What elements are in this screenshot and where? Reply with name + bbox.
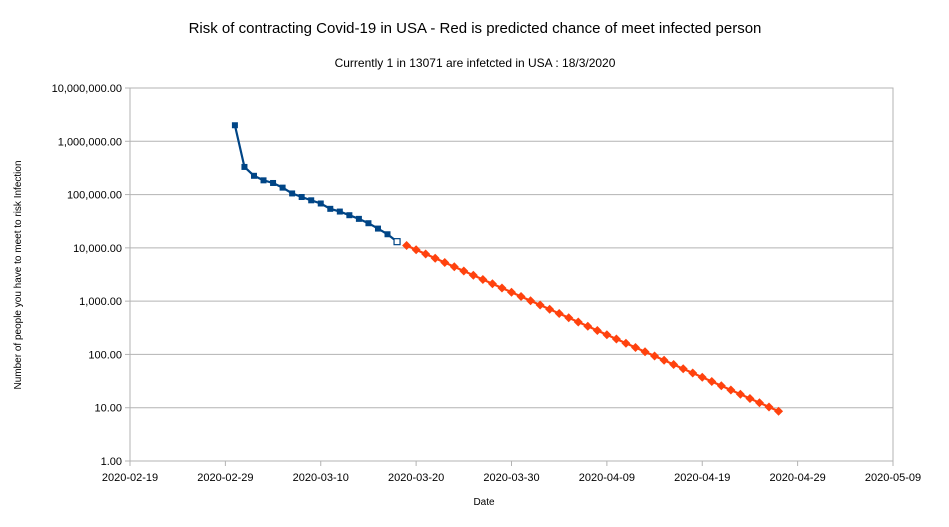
series-observed-point [241,163,248,170]
series-predicted-point [564,313,574,323]
series-predicted-point [735,389,745,399]
series-group [231,122,784,416]
y-axis-ticks: 1.00 10.00 100.00 1,000.00 10,000.00 100,000.… [52,83,130,468]
series-observed-point [327,205,334,212]
series-predicted-point [726,385,736,395]
series-predicted-point [468,270,478,280]
series-predicted-point [678,364,688,374]
series-observed-point [298,194,305,201]
plot-area [129,87,894,462]
y-tick-label: 10.00 [94,403,122,415]
series-predicted-point [554,308,564,318]
series-predicted-point [526,296,536,306]
y-tick-label: 10,000,000.00 [52,83,122,95]
series-observed-point [289,190,296,197]
series-observed-point [355,215,362,222]
series-predicted-point [669,359,679,369]
series-predicted-point [764,402,774,412]
series-predicted-point [411,245,421,255]
series-predicted-point [440,257,450,267]
x-tick-label: 2020-02-29 [197,472,253,484]
series-observed-point [250,172,257,179]
chart-title: Risk of contracting Covid-19 in USA - Re… [189,20,762,37]
series-predicted-point [621,338,631,348]
y-tick-label: 1.00 [101,456,122,468]
x-tick-label: 2020-04-09 [579,472,635,484]
series-predicted-point [421,249,431,259]
series-predicted-point [707,376,717,386]
series-predicted-point [611,334,621,344]
y-axis-label: Number of people you have to meet to ris… [13,160,24,389]
y-tick-label: 10,000.00 [73,243,122,255]
series-observed-point [260,177,267,184]
series-predicted-point [573,317,583,327]
series-observed-point [384,231,391,238]
series-predicted-point [583,321,593,331]
x-tick-label: 2020-04-29 [769,472,825,484]
x-tick-label: 2020-04-19 [674,472,730,484]
series-predicted-point [507,287,516,297]
series-predicted-point [697,372,707,382]
series-predicted-line [406,244,779,413]
series-predicted-point [630,342,640,352]
x-tick-label: 2020-03-20 [388,472,444,484]
x-axis-ticks: 2020-02-19 2020-02-29 2020-03-10 2020-03-20… [102,461,921,484]
series-predicted-point [459,266,469,276]
x-tick-label: 2020-03-10 [293,472,349,484]
series-predicted-point [650,351,660,361]
series-predicted-point [592,325,602,335]
series-observed-point [317,200,324,207]
series-observed-point [308,197,315,204]
series-predicted-point [602,330,612,340]
y-tick-label: 1,000.00 [79,296,122,308]
series-predicted-point [640,347,650,357]
y-tick-label: 1,000,000.00 [58,136,122,148]
series-predicted-point [688,368,698,378]
chart-subtitle: Currently 1 in 13071 are infetcted in US… [335,56,616,70]
y-tick-label: 100,000.00 [67,190,122,202]
x-tick-label: 2020-05-09 [865,472,921,484]
series-predicted-point [430,253,440,263]
series-predicted-point [497,283,507,293]
series-observed-point [231,122,238,129]
series-predicted-point [478,274,488,284]
series-observed-point [365,220,372,227]
series-observed-line [233,124,398,243]
y-tick-label: 100.00 [88,349,122,361]
series-observed-point [279,184,286,191]
series-observed-point [336,208,343,215]
series-observed-point [393,238,401,246]
x-tick-label: 2020-03-30 [483,472,539,484]
x-tick-label: 2020-02-19 [102,472,158,484]
series-predicted-point [745,393,755,403]
series-predicted-point [774,406,784,416]
series-predicted-point [754,398,764,408]
series-observed-point [374,225,381,232]
x-axis-label: Date [473,497,495,508]
series-observed-point [270,179,277,186]
series-predicted-point [402,240,412,250]
series-predicted-point [659,355,669,365]
gridlines [130,140,893,409]
series-predicted-point [449,262,459,272]
series-observed-point [346,212,353,219]
series-predicted-point [545,304,555,314]
series-predicted-point [535,300,545,310]
series-predicted-point [516,291,526,301]
series-predicted-point [716,381,726,391]
series-predicted-point [487,279,497,289]
